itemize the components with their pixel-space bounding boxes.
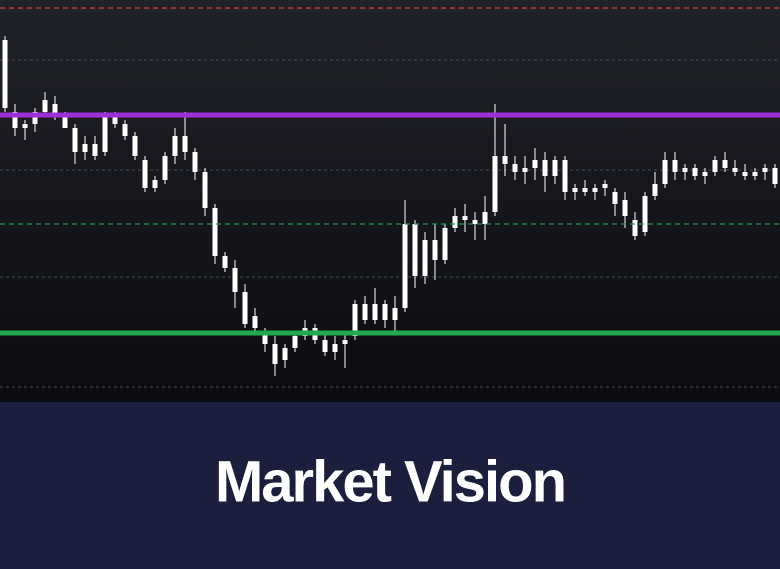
- candle-body: [632, 220, 638, 236]
- candle-body: [32, 112, 38, 124]
- candle-body: [342, 340, 348, 344]
- candle-body: [532, 160, 538, 168]
- candle-body: [242, 292, 248, 324]
- candle-body: [502, 156, 508, 164]
- candle-body: [2, 40, 8, 108]
- candle-body: [712, 160, 718, 172]
- candle-body: [22, 124, 28, 128]
- candle-body: [112, 116, 118, 124]
- candle-body: [512, 164, 518, 172]
- candle-body: [332, 344, 338, 352]
- candle-body: [272, 344, 278, 364]
- candle-body: [52, 104, 58, 116]
- candle-body: [422, 240, 428, 276]
- candle-body: [492, 156, 498, 212]
- candle-body: [652, 184, 658, 196]
- candle-body: [82, 144, 88, 152]
- candle-body: [772, 168, 778, 184]
- candle-body: [322, 340, 328, 352]
- candle-body: [662, 160, 668, 184]
- title-banner: [0, 402, 780, 569]
- chart-title: Market Vision: [215, 449, 565, 514]
- candle-body: [732, 168, 738, 172]
- candle-body: [752, 172, 758, 176]
- candle-body: [362, 304, 368, 320]
- candle-body: [402, 224, 408, 308]
- candle-body: [602, 184, 608, 188]
- candle-body: [552, 160, 558, 176]
- candle-body: [282, 348, 288, 360]
- candle-body: [472, 220, 478, 224]
- candle-body: [222, 256, 228, 268]
- candle-body: [262, 332, 268, 344]
- candle-body: [212, 208, 218, 256]
- candle-body: [462, 216, 468, 220]
- candle-body: [382, 304, 388, 320]
- candle-body: [192, 152, 198, 172]
- candle-body: [392, 308, 398, 320]
- plot: [0, 7, 780, 388]
- candle-body: [42, 100, 48, 112]
- candle-body: [582, 188, 588, 192]
- candle-body: [452, 216, 458, 228]
- candle-body: [762, 168, 768, 172]
- candle-body: [162, 156, 168, 180]
- candle-body: [352, 304, 358, 336]
- candle-body: [592, 188, 598, 192]
- candle-body: [132, 136, 138, 156]
- candle-body: [722, 160, 728, 168]
- candle-body: [612, 192, 618, 204]
- candle-body: [412, 224, 418, 276]
- candle-body: [672, 160, 678, 172]
- candle-body: [442, 228, 448, 260]
- candle-body: [542, 160, 548, 176]
- candle-body: [72, 128, 78, 152]
- candle-body: [482, 212, 488, 224]
- candle-body: [252, 316, 258, 328]
- candle-body: [182, 136, 188, 152]
- candle-body: [152, 180, 158, 188]
- candle-body: [92, 144, 98, 156]
- candle-body: [562, 160, 568, 192]
- candle-body: [232, 268, 238, 292]
- candle-body: [372, 304, 378, 320]
- candle-body: [682, 168, 688, 172]
- candle-body: [172, 136, 178, 156]
- candle-body: [12, 112, 18, 128]
- candle-body: [202, 172, 208, 208]
- candle-body: [572, 188, 578, 192]
- candle-body: [62, 116, 68, 128]
- candle-body: [142, 160, 148, 188]
- candle-body: [292, 336, 298, 348]
- candle-body: [432, 240, 438, 260]
- candle-body: [102, 116, 108, 152]
- candle-body: [522, 168, 528, 172]
- candle-body: [122, 124, 128, 136]
- candle-body: [692, 168, 698, 176]
- candle-body: [742, 172, 748, 176]
- candle-body: [622, 200, 628, 216]
- candle-body: [702, 172, 708, 176]
- candle-body: [642, 196, 648, 232]
